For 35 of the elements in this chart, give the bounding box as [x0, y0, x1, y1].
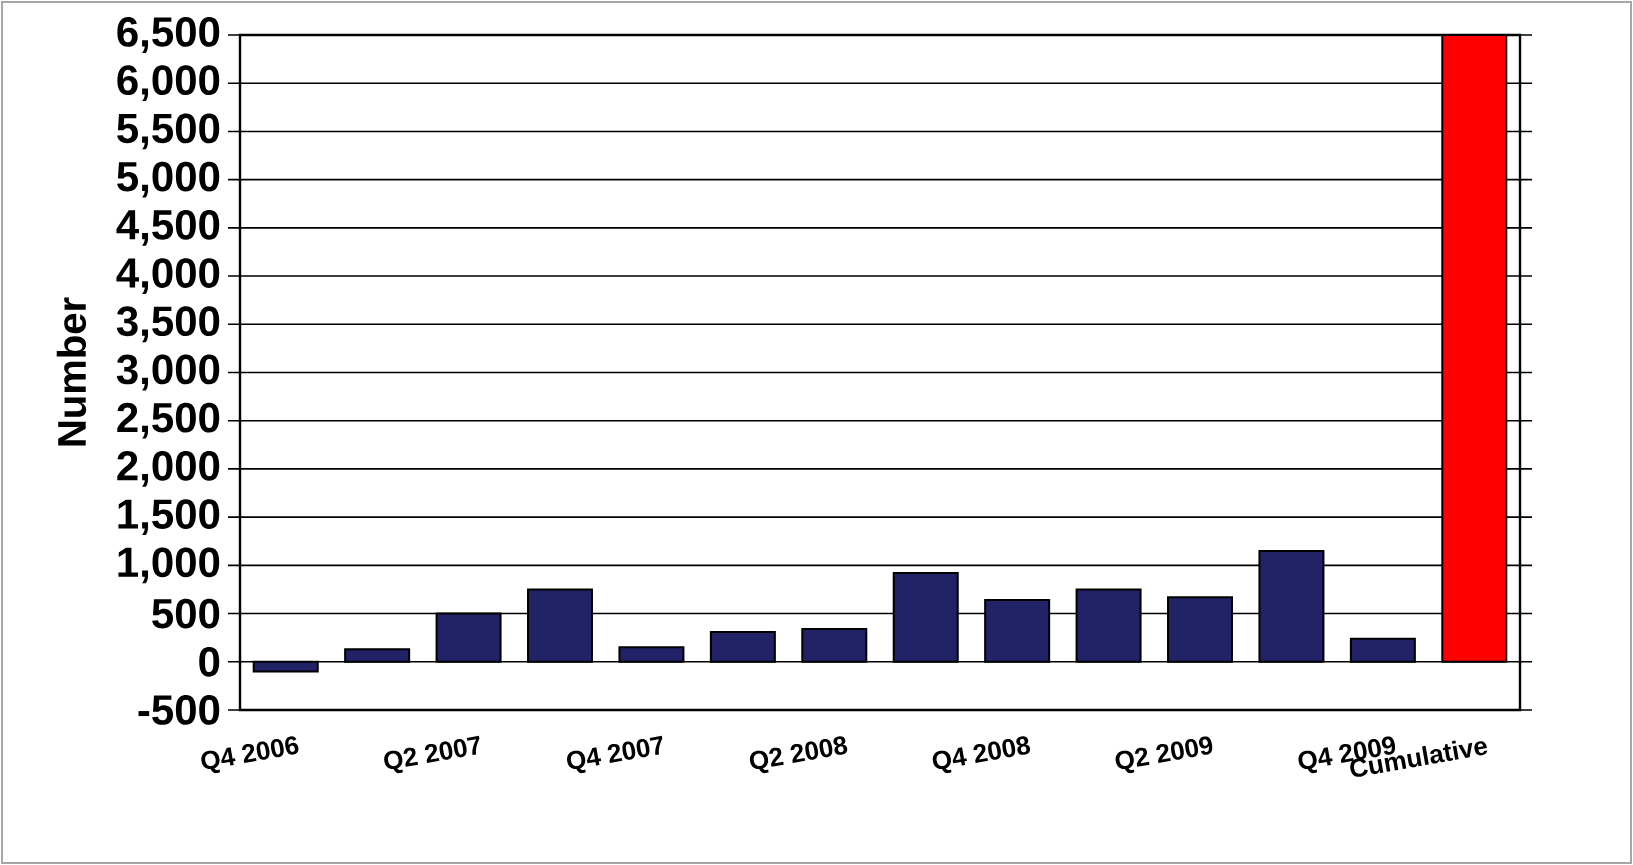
bar: [1167, 596, 1234, 663]
x-tick-label: Q2 2008: [749, 736, 848, 774]
x-tick-label: Q4 2008: [932, 736, 1031, 774]
y-tick-label: 500: [152, 598, 220, 629]
y-tick-label: 1,500: [118, 499, 220, 536]
bar: [1075, 588, 1142, 663]
bar: [344, 648, 411, 663]
bar: [252, 660, 319, 673]
y-tick-label: 4,500: [116, 209, 220, 246]
bar: [801, 627, 868, 663]
bar: [435, 612, 502, 663]
y-tick-label: 5,500: [117, 113, 220, 150]
y-tick-label: 4,000: [116, 258, 220, 294]
y-tick-label: 2,500: [117, 402, 220, 439]
x-tick-label: Q2 2007: [384, 735, 480, 774]
bar: [618, 646, 685, 663]
y-tick-label: 3,000: [116, 354, 220, 391]
x-tick-label: Q4 2007: [567, 735, 663, 774]
bar: [892, 572, 959, 663]
y-tick-label: 6,000: [117, 65, 220, 102]
x-tick-label: Q4 2006: [201, 736, 299, 774]
y-tick-label: 0: [199, 646, 220, 677]
bar: [984, 599, 1051, 663]
bar: [1258, 549, 1325, 663]
x-tick-label: Q2 2009: [1115, 736, 1213, 774]
y-tick-label: 6,500: [117, 17, 220, 53]
y-tick-label: -500: [138, 695, 220, 725]
y-axis-title: Number: [56, 297, 87, 446]
y-tick-label: 3,500: [116, 306, 220, 343]
bar: [527, 588, 594, 663]
bar: [1349, 637, 1416, 663]
bar: [709, 630, 776, 663]
y-tick-label: 2,000: [117, 451, 220, 487]
y-tick-label: 1,000: [118, 547, 220, 584]
y-tick-label: 5,000: [117, 161, 220, 198]
